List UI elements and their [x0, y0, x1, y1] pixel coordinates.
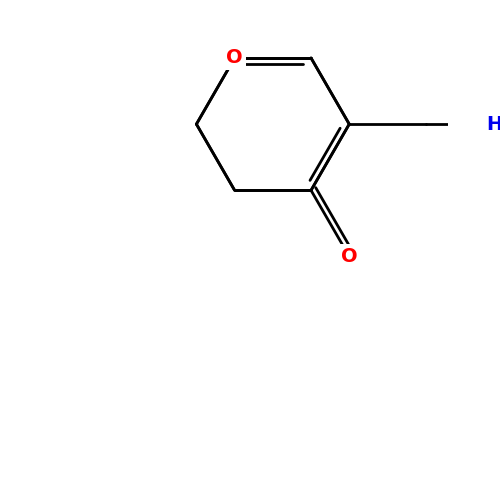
Text: O: O	[226, 48, 243, 68]
Text: HN: HN	[486, 114, 500, 134]
Text: O: O	[341, 247, 357, 266]
